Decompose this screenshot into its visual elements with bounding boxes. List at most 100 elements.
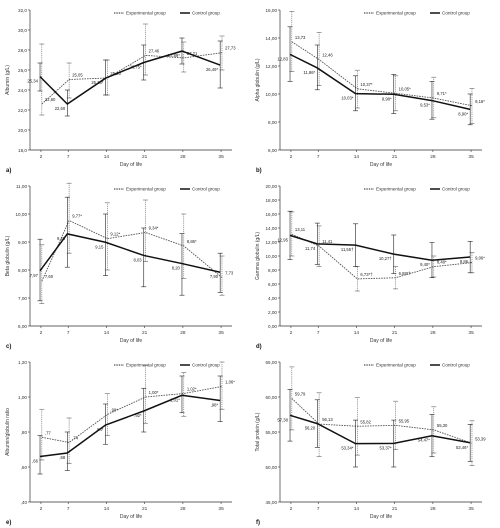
data-label: 8,48* <box>437 260 447 265</box>
legend-entry: Experimental group <box>126 187 166 192</box>
error-bar <box>469 420 475 466</box>
y-tick-label: 26,0 <box>18 68 27 73</box>
x-tick-label: 21 <box>142 154 148 160</box>
error-bar <box>179 233 185 296</box>
y-tick-label: 7,00 <box>18 296 27 301</box>
data-label: 13,73 <box>295 35 306 40</box>
y-tick-label: 1,20 <box>18 360 27 365</box>
data-label: 9,16* <box>475 99 485 104</box>
data-label: 12,83 <box>277 56 288 61</box>
x-tick-label: 21 <box>392 506 398 512</box>
data-label: ,98* <box>211 403 219 408</box>
x-tick-label: 28 <box>430 506 436 512</box>
legend-entry: Control group <box>192 363 220 368</box>
data-label: 26,49* <box>206 67 218 72</box>
y-tick-label: 0,00 <box>268 324 277 329</box>
y-tick-label: ,40 <box>21 500 28 505</box>
series-line <box>41 219 223 282</box>
data-label: 10,05* <box>399 86 411 91</box>
y-tick-label: 30,0 <box>18 28 27 33</box>
y-tick-label: 2,00 <box>268 310 277 315</box>
x-tick-label: 2 <box>290 154 293 160</box>
data-label: 53,37* <box>380 445 392 450</box>
x-tick-label: 2 <box>40 154 43 160</box>
legend-entry: Control group <box>192 11 220 16</box>
data-label: 10,03* <box>341 96 353 101</box>
x-tick-label: 35 <box>468 154 474 160</box>
y-tick-label: 1,00 <box>18 395 27 400</box>
chart-panel-b: 6,00 8,00 10,00 12,00 14,00 16,00 2 7 14 21 28 35 Da… <box>255 8 485 174</box>
x-axis-label: Day of life <box>370 338 392 344</box>
x-tick-label: 14 <box>104 330 110 336</box>
data-label: 27,46 <box>149 48 160 53</box>
x-tick-label: 28 <box>180 330 186 336</box>
y-tick-label: 20,00 <box>266 184 278 189</box>
data-label: 22,60 <box>45 97 56 102</box>
data-label: 9,40* <box>420 262 430 267</box>
y-axis-label: Albumin/globulin ratio <box>5 408 11 456</box>
data-label: 9,98* <box>382 96 392 101</box>
error-bar <box>467 424 473 462</box>
data-label: 25,34 <box>27 79 38 84</box>
data-label: 8,90* <box>458 111 468 116</box>
y-axis-label: Total protein (g/L) <box>255 412 261 451</box>
series-line <box>39 394 221 458</box>
legend-entry: Control group <box>442 187 470 192</box>
series-line <box>41 386 223 443</box>
error-bar <box>217 252 223 293</box>
data-label: 53,39 <box>475 436 486 441</box>
x-tick-label: 21 <box>142 506 148 512</box>
series-line <box>291 398 473 444</box>
data-label: 11,86* <box>303 70 315 75</box>
data-label: 55,82 <box>360 419 371 424</box>
y-tick-label: 65,00 <box>266 360 278 365</box>
error-bar <box>287 388 293 442</box>
x-tick-label: 2 <box>40 330 43 336</box>
data-label: 9,29 <box>57 236 66 241</box>
y-tick-label: 32,0 <box>18 8 27 13</box>
chart-panel-f: 45,00 50,00 55,00 60,00 65,00 2 7 14 21 28 35 Day o… <box>255 360 486 526</box>
x-tick-label: 35 <box>218 506 224 512</box>
data-label: 55,95 <box>399 418 410 423</box>
data-label: 6,73*† <box>360 272 373 277</box>
data-label: 9,12* <box>110 232 120 237</box>
data-label: 13,11 <box>295 227 306 232</box>
data-label: ,68 <box>59 455 65 460</box>
x-tick-label: 14 <box>354 154 360 160</box>
legend-entry: Control group <box>442 363 470 368</box>
x-axis-label: Day of life <box>120 162 142 168</box>
y-tick-label: 8,00 <box>268 120 277 125</box>
data-label: 11,41 <box>322 239 333 244</box>
data-label: 12,46 <box>322 53 333 58</box>
data-label: 7,73 <box>225 271 234 276</box>
legend-entry: Experimental group <box>376 363 416 368</box>
data-label: 8,03 <box>133 257 142 262</box>
x-tick-label: 35 <box>468 330 474 336</box>
x-tick-label: 7 <box>67 330 70 336</box>
y-tick-label: 20,0 <box>18 128 27 133</box>
legend-entry: Experimental group <box>376 187 416 192</box>
y-axis-label: Beta globulin (g/L) <box>5 235 11 276</box>
data-label: 27,73 <box>225 46 236 51</box>
data-label: 27,21 <box>187 51 198 56</box>
y-tick-label: ,60 <box>21 465 28 470</box>
y-tick-label: 45,00 <box>266 500 278 505</box>
series-line <box>289 414 471 445</box>
x-tick-label: 14 <box>104 506 110 512</box>
series-line <box>289 53 471 111</box>
x-tick-label: 7 <box>67 154 70 160</box>
series-line <box>39 233 221 273</box>
x-tick-label: 28 <box>180 506 186 512</box>
y-tick-label: 16,00 <box>266 212 278 217</box>
panel-label: e) <box>6 520 11 526</box>
error-bar <box>64 431 70 471</box>
legend-entry: Experimental group <box>376 11 416 16</box>
x-tick-label: 2 <box>40 506 43 512</box>
y-tick-label: 10,00 <box>266 92 278 97</box>
panel-label: a) <box>6 168 11 174</box>
y-tick-label: 24,0 <box>18 88 27 93</box>
y-tick-label: 14,00 <box>266 226 278 231</box>
x-axis-label: Day of life <box>370 514 392 520</box>
y-tick-label: 55,00 <box>266 430 278 435</box>
data-label: 9,71* <box>437 91 447 96</box>
